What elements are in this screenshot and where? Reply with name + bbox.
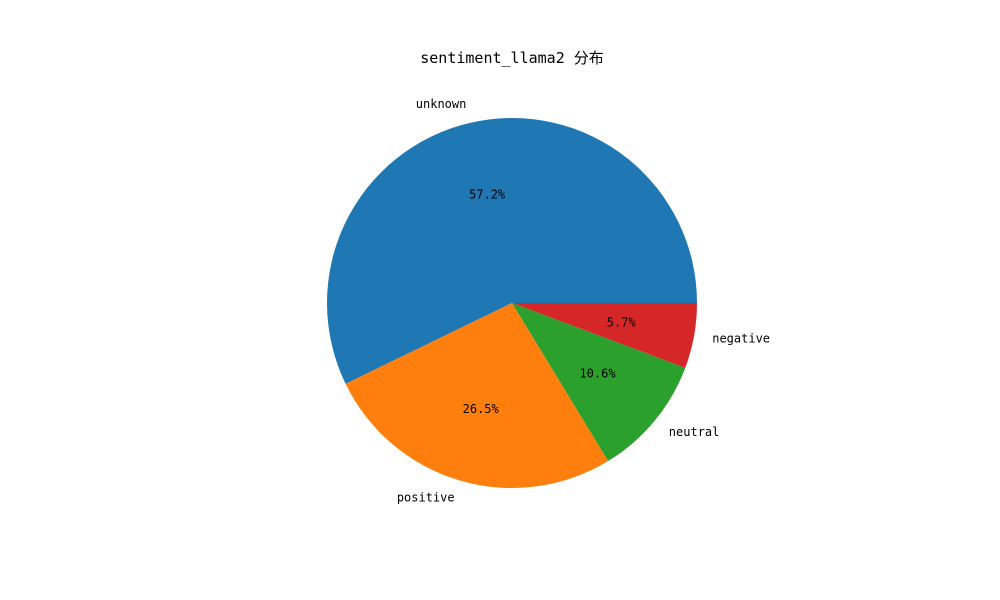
pie-slice-negative bbox=[512, 303, 697, 368]
slice-label-neutral: neutral bbox=[669, 425, 720, 439]
pie-slices bbox=[327, 118, 697, 488]
slice-percent-neutral: 10.6% bbox=[579, 366, 616, 380]
pie-slice-unknown bbox=[327, 118, 697, 384]
pie-slice-neutral bbox=[512, 303, 686, 462]
slice-percent-positive: 26.5% bbox=[463, 402, 500, 416]
chart-title: sentiment_llama2 分布 bbox=[420, 49, 604, 67]
slice-percent-negative: 5.7% bbox=[607, 315, 637, 329]
slice-label-unknown: unknown bbox=[416, 97, 467, 111]
slice-label-negative: negative bbox=[712, 332, 770, 346]
pie-labels: unknown 57.2% positive 26.5% neutral 10.6% neg… bbox=[397, 97, 770, 505]
slice-label-positive: positive bbox=[397, 491, 455, 505]
slice-percent-unknown: 57.2% bbox=[469, 187, 506, 201]
pie-slice-positive bbox=[345, 303, 609, 488]
